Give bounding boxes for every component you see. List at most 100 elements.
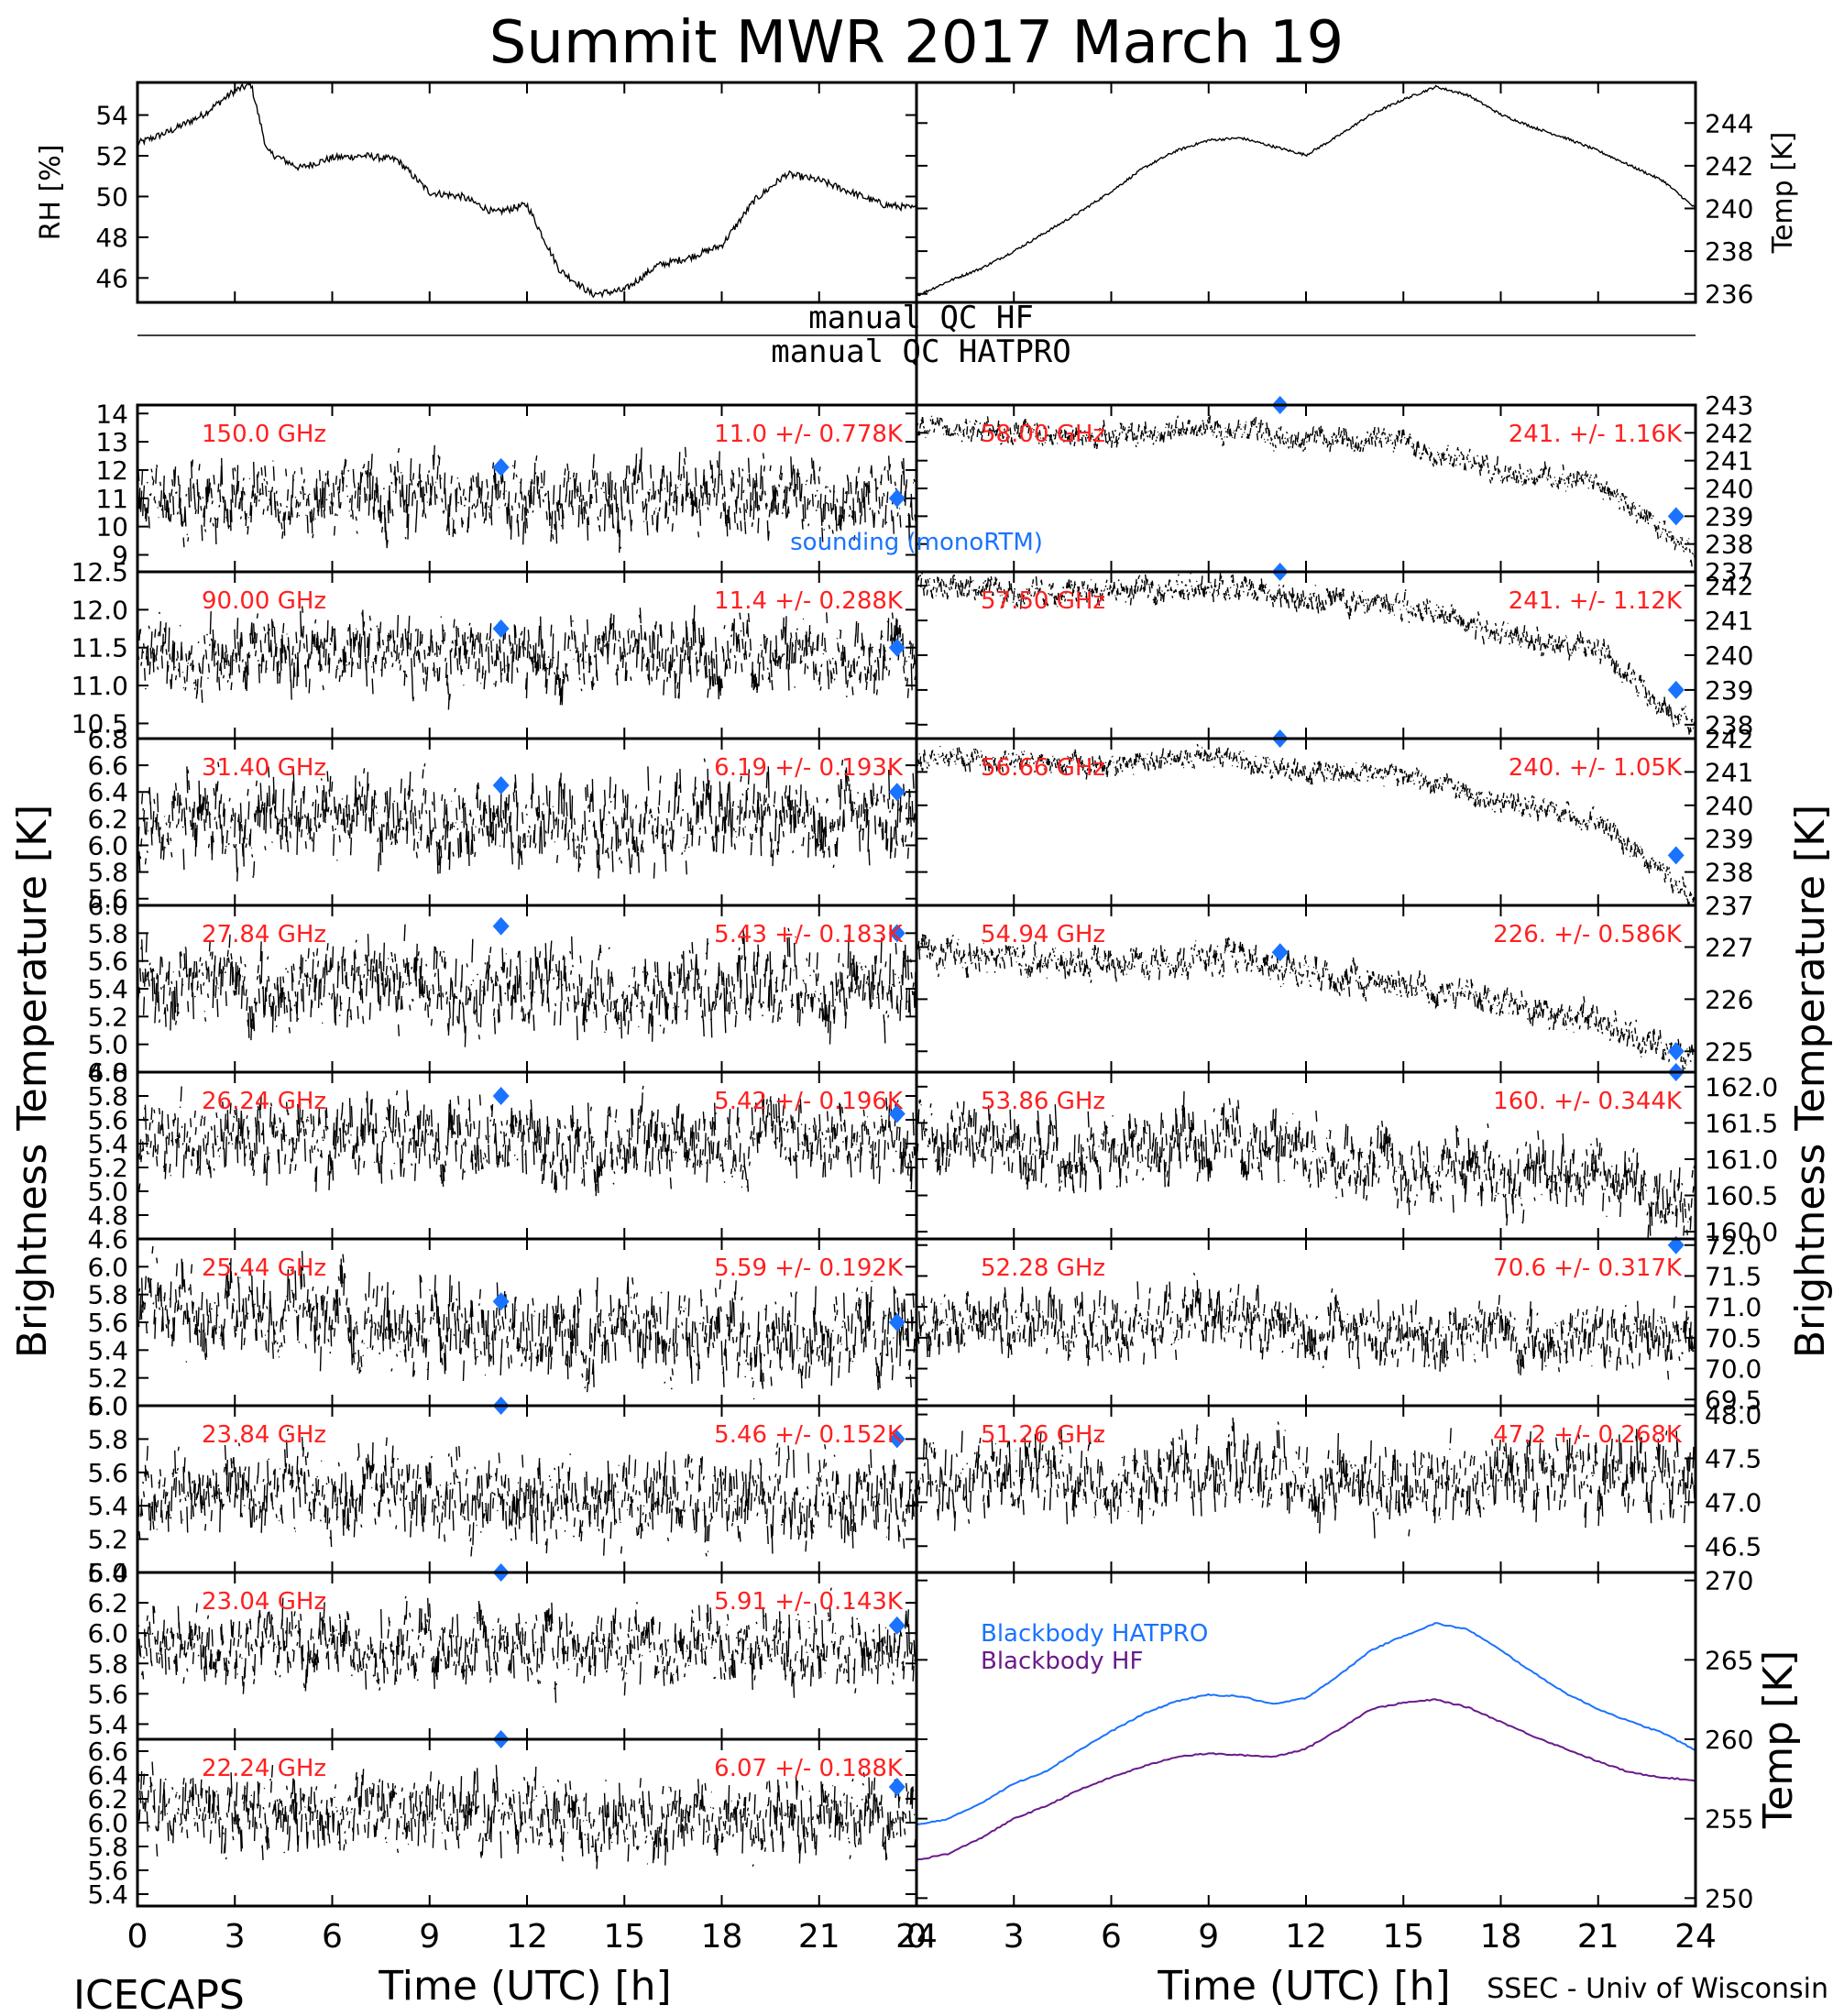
y-tick-label: 69.5: [1705, 1385, 1762, 1415]
y-tick-label: 47.5: [1705, 1443, 1762, 1474]
sounding-point: [1271, 943, 1289, 962]
sounding-point: [888, 783, 906, 802]
y-tick-label: 46: [95, 263, 128, 293]
y-tick-label: 10.5: [71, 708, 128, 739]
channel-stats: 11.4 +/- 0.288K: [714, 587, 904, 615]
legend-entry: Blackbody HF: [981, 1648, 1143, 1675]
channel-stats: 5.42 +/- 0.196K: [714, 1088, 904, 1115]
panel-26-24-ghz: 26.24 GHz 5.42 +/- 0.196K4.64.85.05.25.45…: [87, 1057, 918, 1255]
panel-data: [137, 605, 916, 710]
x-tick-label: 21: [1577, 1918, 1619, 1956]
x-tick-label: 24: [1674, 1918, 1717, 1956]
channel-label: 27.84 GHz: [202, 921, 326, 948]
y-axis-label: Temp [K]: [1767, 132, 1799, 255]
channel-label: 58.00 GHz: [981, 421, 1105, 448]
y-tick-label: 5.4: [87, 1335, 128, 1365]
y-tick-label: 5.4: [87, 1129, 128, 1159]
channel-label: 54.94 GHz: [981, 921, 1105, 948]
y-tick-label: 12.0: [71, 595, 128, 625]
y-tick-label: 6.4: [87, 777, 128, 807]
sounding-point: [492, 775, 510, 794]
panel-22-24-ghz: 22.24 GHz 6.07 +/- 0.188K5.45.65.86.06.26…: [87, 1730, 918, 1910]
channel-stats: 160. +/- 0.344K: [1493, 1088, 1683, 1115]
channel-stats: 240. +/- 1.05K: [1509, 754, 1683, 782]
panel-data: [916, 1622, 1696, 1861]
y-tick-label: 6.4: [87, 1760, 128, 1791]
y-tick-label: 5.8: [87, 1081, 128, 1112]
x-tick-label: 3: [1004, 1918, 1025, 1956]
channel-stats: 226. +/- 0.586K: [1493, 921, 1683, 948]
sounding-point: [888, 1313, 906, 1331]
x-tick-label: 9: [1198, 1918, 1219, 1956]
panel-23-04-ghz: 23.04 GHz 5.91 +/- 0.143K 5.45.65.86.06.26…: [87, 1558, 918, 1741]
sounding-point: [888, 638, 906, 657]
y-tick-label: 6.0: [87, 1808, 128, 1838]
x-tick-label: 12: [506, 1918, 548, 1956]
sounding-point: [1667, 680, 1685, 699]
y-tick-label: 5.2: [87, 1364, 128, 1394]
sounding-point: [1667, 1042, 1685, 1061]
y-tick-label: 242: [1705, 571, 1753, 601]
panel-53-86-ghz: 53.86 GHz 160. +/- 0.344K 160.0 160.5 161.0 1…: [915, 1063, 1778, 1247]
y-tick-label: 250: [1705, 1883, 1753, 1913]
channel-label: 25.44 GHz: [202, 1255, 326, 1282]
series-line: [137, 82, 916, 299]
channel-stats: 5.91 +/- 0.143K: [714, 1588, 904, 1616]
y-tick-label: 239: [1705, 824, 1753, 854]
y-tick-label: 238: [1705, 530, 1753, 560]
y-tick-label: 12.5: [71, 557, 128, 587]
panel-rh: 46 48 50 52 54 RH [%]: [35, 81, 918, 304]
x-tick-label: 6: [322, 1918, 343, 1956]
y-tick-label: 11.5: [71, 633, 128, 663]
y-tick-label: 4.6: [87, 1224, 128, 1255]
y-tick-label: 6.0: [87, 1252, 128, 1282]
y-tick-label: 5.2: [87, 1525, 128, 1555]
data-points: [137, 605, 916, 710]
y-tick-label: 5.8: [87, 1832, 128, 1862]
qc-hf-label: manual QC HF: [808, 300, 1034, 336]
sounding-point: [888, 488, 906, 508]
panel-23-84-ghz: 23.84 GHz 5.46 +/- 0.152K5.05.25.45.65.86…: [87, 1391, 918, 1588]
footer-icecaps: ICECAPS: [73, 1972, 245, 2016]
y-tick-label: 240: [1705, 641, 1753, 671]
sounding-point: [492, 916, 510, 936]
channel-label: 150.0 GHz: [202, 421, 326, 448]
y-axis-label: Temp [K]: [1755, 1650, 1802, 1829]
y-tick-label: 270: [1705, 1566, 1753, 1596]
sounding-point: [888, 1616, 906, 1635]
y-tick-label: 5.6: [87, 1458, 128, 1488]
y-tick-label: 243: [1705, 390, 1753, 421]
y-tick-label: 9: [112, 540, 128, 570]
y-tick-label: 242: [1705, 724, 1753, 754]
sounding-point: [1667, 1235, 1685, 1255]
y-tick-label: 6.0: [87, 891, 128, 921]
panel-57-50-ghz: 57.50 GHz 241. +/- 1.12K 238 239 240 241 242: [915, 563, 1753, 740]
y-tick-label: 5.6: [87, 947, 128, 977]
channel-stats: 6.19 +/- 0.193K: [714, 754, 904, 782]
y-tick-label: 241: [1705, 757, 1753, 787]
channel-stats: 5.59 +/- 0.192K: [714, 1255, 904, 1282]
channel-stats: 5.46 +/- 0.152K: [714, 1421, 904, 1449]
x-tick-label: 15: [1382, 1918, 1424, 1956]
y-tick-label: 227: [1705, 933, 1753, 963]
channel-label: 90.00 GHz: [202, 587, 326, 615]
channel-stats: 70.6 +/- 0.317K: [1493, 1255, 1683, 1282]
y-tick-label: 241: [1705, 446, 1753, 477]
y-tick-label: 70.5: [1705, 1323, 1762, 1353]
channel-label: 53.86 GHz: [981, 1088, 1105, 1115]
panel-temp: 236 238 240 242 244 Temp [K]: [915, 81, 1799, 310]
panel-data: [916, 934, 1696, 1071]
channel-stats: 11.0 +/- 0.778K: [714, 421, 904, 448]
y-tick-label: 5.6: [87, 1679, 128, 1709]
y-tick-label: 237: [1705, 891, 1753, 921]
y-tick-label: 4.8: [87, 1200, 128, 1231]
sounding-point: [888, 1778, 906, 1796]
y-tick-label: 13: [95, 427, 128, 457]
y-tick-label: 70.0: [1705, 1354, 1762, 1385]
data-points: [916, 1272, 1696, 1380]
y-tick-label: 162.0: [1705, 1072, 1778, 1102]
series-line: [916, 84, 1696, 298]
y-tick-label: 5.8: [87, 918, 128, 948]
x-tick-label: 12: [1285, 1918, 1327, 1956]
